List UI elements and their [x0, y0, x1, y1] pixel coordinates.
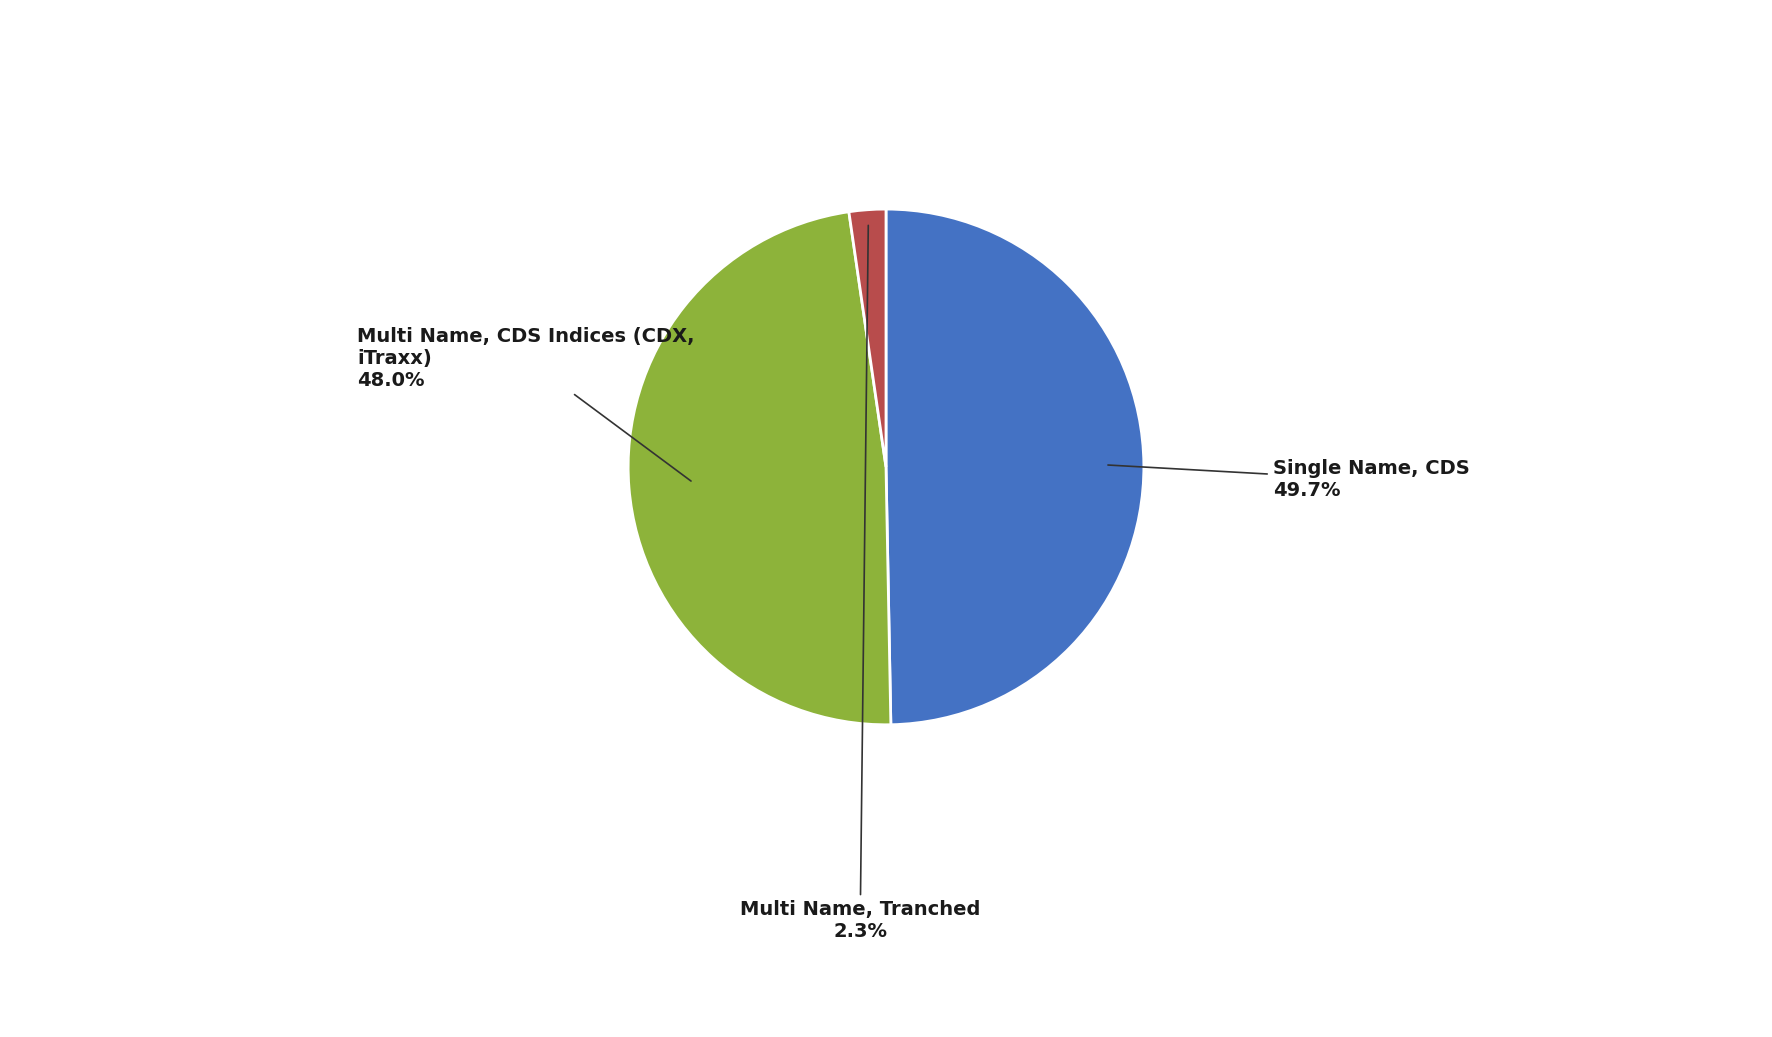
Text: Single Name, CDS
49.7%: Single Name, CDS 49.7%: [1108, 459, 1469, 500]
Text: Multi Name, CDS Indices (CDX,
iTraxx)
48.0%: Multi Name, CDS Indices (CDX, iTraxx) 48…: [358, 327, 695, 481]
Text: Multi Name, Tranched
2.3%: Multi Name, Tranched 2.3%: [741, 225, 980, 942]
Wedge shape: [886, 209, 1145, 725]
Wedge shape: [627, 212, 891, 725]
Wedge shape: [849, 209, 886, 467]
